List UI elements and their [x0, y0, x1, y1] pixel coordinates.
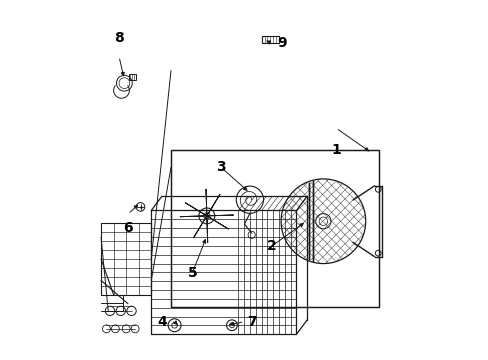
Text: 3: 3 [216, 161, 225, 175]
Bar [171, 149, 378, 307]
Text: 7: 7 [246, 315, 256, 329]
Text: 9: 9 [277, 36, 286, 50]
Text: 5: 5 [187, 266, 197, 279]
Text: 8: 8 [114, 31, 123, 45]
Text: 1: 1 [330, 143, 340, 157]
Text: 6: 6 [123, 221, 133, 235]
Bar [171, 149, 378, 307]
Text: 2: 2 [266, 239, 276, 253]
Text: 4: 4 [157, 315, 166, 329]
